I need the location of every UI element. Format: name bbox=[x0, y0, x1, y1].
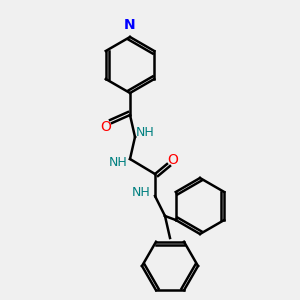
Text: NH: NH bbox=[109, 155, 128, 169]
Text: NH: NH bbox=[132, 187, 150, 200]
Text: O: O bbox=[100, 120, 111, 134]
Text: N: N bbox=[124, 18, 136, 32]
Text: O: O bbox=[168, 153, 178, 167]
Text: NH: NH bbox=[136, 125, 154, 139]
